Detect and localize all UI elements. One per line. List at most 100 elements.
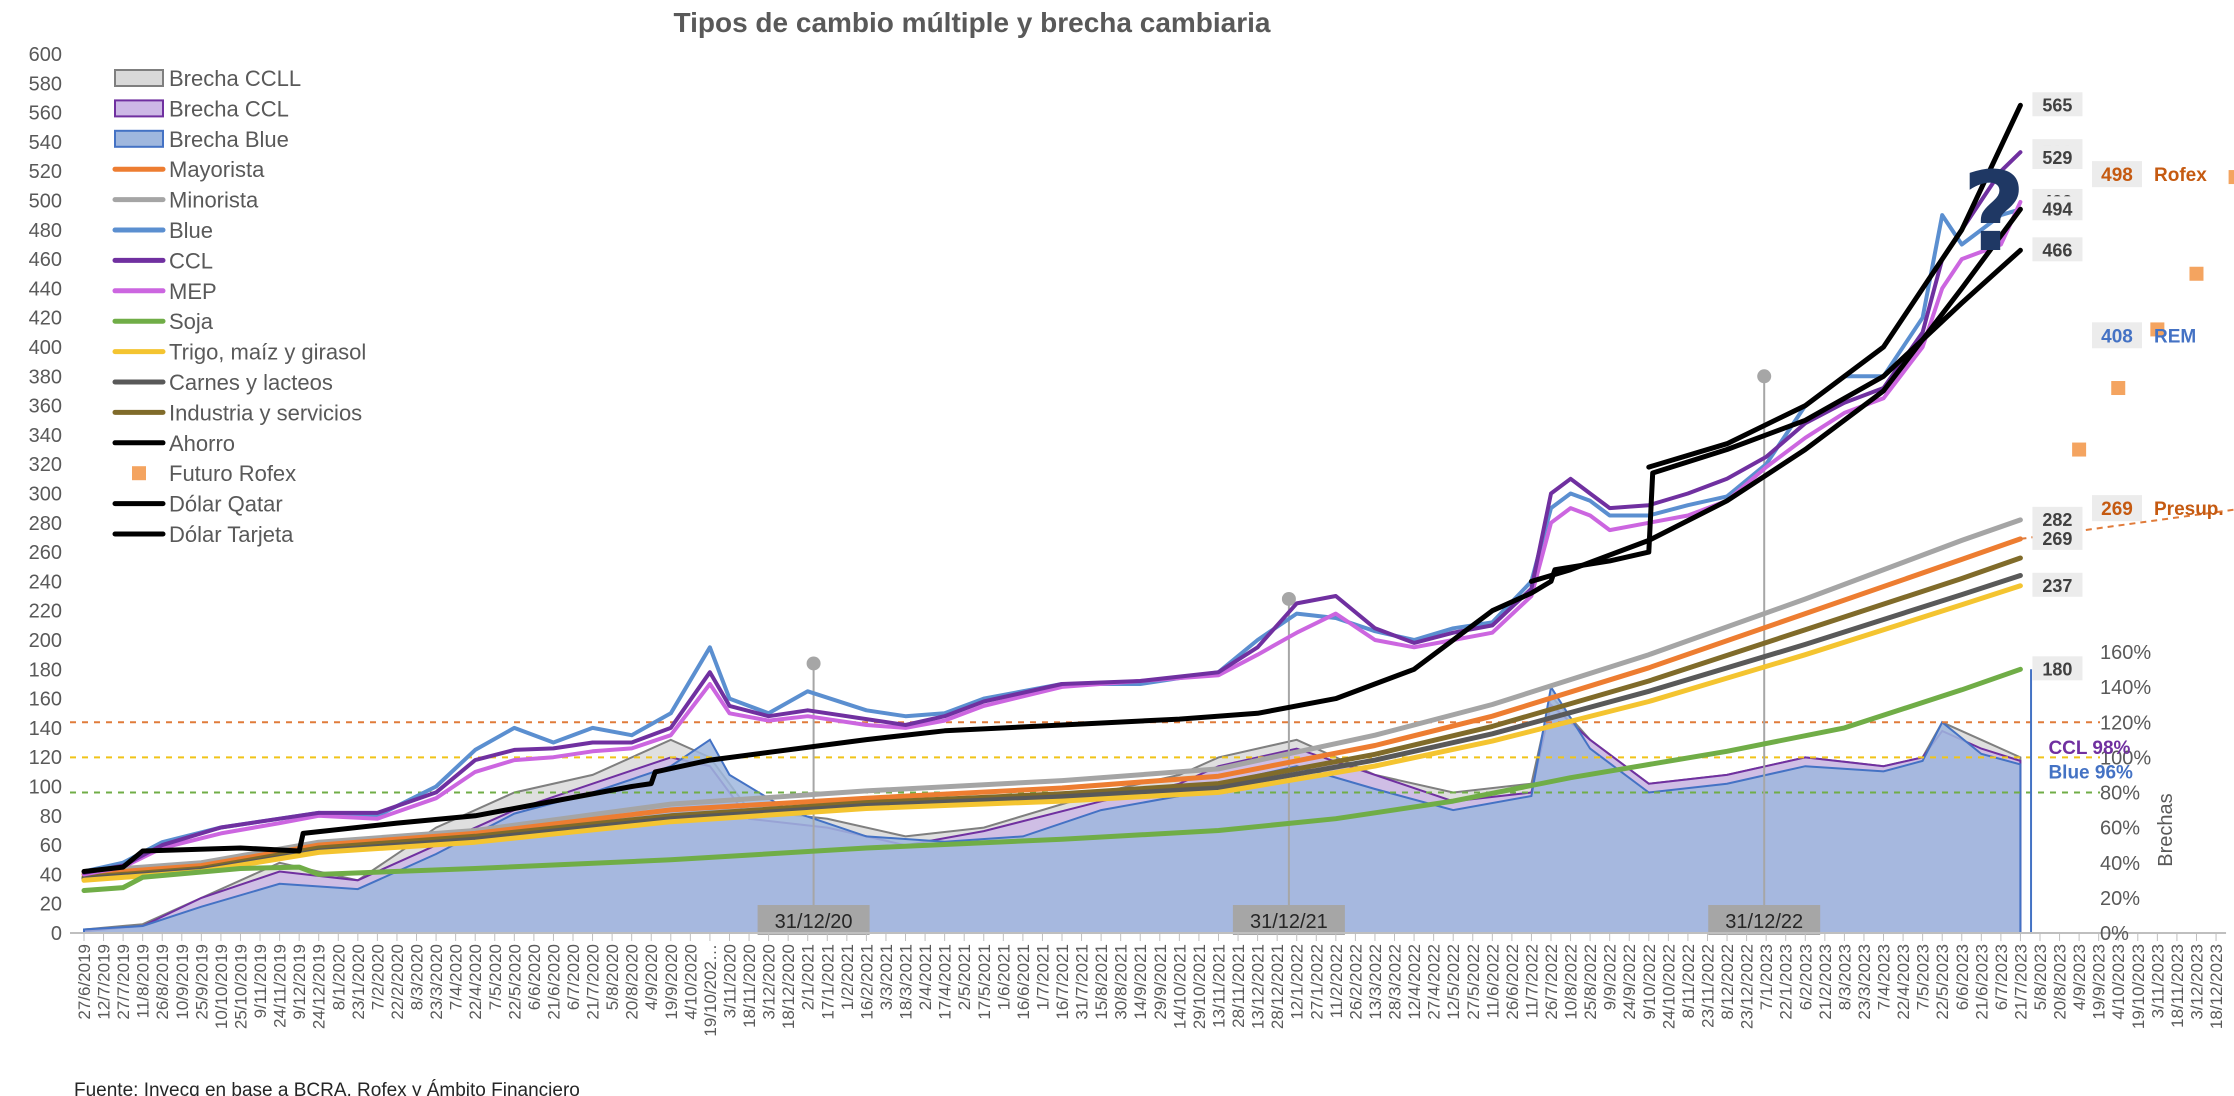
end-label-box — [2032, 237, 2083, 262]
legend-label: Mayorista — [169, 157, 265, 182]
x-tick-label: 23/11/2022 — [1698, 944, 1717, 1028]
legend-label: Brecha Blue — [169, 127, 289, 152]
x-tick-label: 19/9/2020 — [662, 944, 681, 1020]
series-line-mayorista — [81, 536, 2023, 877]
x-tick-label: 1/6/2021 — [994, 944, 1013, 1010]
x-tick-label: 27/6/2019 — [75, 944, 94, 1020]
y-tick-label: 100 — [29, 777, 62, 799]
legend-swatch — [114, 129, 164, 148]
y2-axis-label: Brechas — [2155, 793, 2177, 866]
x-tick-label: 11/6/2022 — [1483, 944, 1502, 1018]
series-line-dolar-tarjeta — [1528, 206, 2023, 584]
legend-item-brecha-ccl: Brecha CCL — [114, 96, 289, 121]
y-tick-label: 480 — [29, 220, 62, 242]
x-tick-label: 16/2/2021 — [857, 944, 876, 1020]
rofex-future-point — [2228, 170, 2234, 185]
y-axis-left: 0 20 40 60 80 100 120 140 160 180 200 220 240 260 280 3… — [29, 44, 62, 945]
y2-tick-label: 20% — [2100, 888, 2140, 910]
legend-label: Trigo, maíz y girasol — [169, 340, 366, 365]
legend-item-trigo-maiz-y-girasol: Trigo, maíz y girasol — [112, 340, 366, 365]
y-tick-label: 240 — [29, 571, 62, 593]
projection-value-box — [2092, 161, 2142, 188]
year-marker-label: 31/12/22 — [1725, 911, 1803, 933]
series-line-soja — [81, 666, 2023, 893]
x-tick-label: 3/11/2020 — [720, 944, 739, 1018]
legend-label: Brecha CCLL — [169, 66, 301, 91]
year-marker-dot — [806, 656, 821, 671]
x-tick-label: 12/7/2019 — [95, 944, 114, 1020]
x-tick-label: 2/5/2021 — [955, 944, 974, 1010]
y2-tick-label: 100% — [2100, 747, 2151, 769]
x-tick-label: 23/3/2023 — [1855, 944, 1874, 1020]
legend-item-mayorista: Mayorista — [112, 157, 265, 182]
x-tick-label: 19/10/202… — [701, 944, 720, 1037]
series-line-industria-y-servicios — [81, 555, 2023, 880]
legend: Brecha CCLL Brecha CCL Brecha Blue Mayorist… — [112, 66, 366, 547]
x-tick-label: 11/7/2022 — [1522, 944, 1541, 1018]
x-tick-label: 8/3/2023 — [1835, 944, 1854, 1010]
legend-swatch — [114, 99, 164, 118]
x-tick-label: 13/12/2021 — [1249, 944, 1268, 1029]
y-tick-label: 580 — [29, 73, 62, 95]
end-label-box — [2032, 656, 2083, 681]
year-marker-box — [1708, 905, 1821, 935]
x-tick-label: 10/8/2022 — [1562, 944, 1581, 1020]
y2-tick-label: 0% — [2100, 923, 2129, 945]
x-tick-label: 14/10/2021 — [1170, 944, 1189, 1029]
x-tick-label: 21/6/2023 — [1972, 944, 1991, 1020]
x-tick-label: 21/7/2020 — [584, 944, 603, 1020]
series-line-minorista — [81, 517, 2023, 874]
legend-label: Minorista — [169, 188, 259, 213]
x-tick-label: 13/11/2021 — [1209, 944, 1228, 1028]
legend-label: Dólar Qatar — [169, 492, 283, 517]
question-mark: ? — [1962, 148, 2026, 276]
x-tick-label: 26/6/2022 — [1503, 944, 1522, 1020]
x-tick-label: 7/4/2020 — [447, 944, 466, 1010]
x-tick-label: 31/7/2021 — [1073, 944, 1092, 1020]
x-tick-label: 8/11/2022 — [1679, 944, 1698, 1018]
chart-title: Tipos de cambio múltiple y brecha cambia… — [673, 7, 1270, 38]
x-tick-label: 4/9/2020 — [642, 944, 661, 1010]
x-tick-label: 5/8/2020 — [603, 944, 622, 1010]
projection-value: 408 — [2101, 326, 2133, 347]
x-tick-label: 26/2/2022 — [1346, 944, 1365, 1020]
series-lines — [81, 102, 2234, 933]
x-tick-label: 24/9/2022 — [1620, 944, 1639, 1020]
legend-label: MEP — [169, 279, 217, 304]
y-tick-label: 120 — [29, 747, 62, 769]
x-tick-label: 2/1/2021 — [799, 944, 818, 1010]
x-tick-label: 7/5/2023 — [1914, 944, 1933, 1010]
legend-item-dolar-tarjeta: Dólar Tarjeta — [112, 522, 294, 547]
year-marker-label: 31/12/20 — [775, 911, 853, 933]
year-marker-dot — [1281, 591, 1296, 606]
x-tick-label: 21/6/2020 — [544, 944, 563, 1020]
year-marker-dot — [1757, 369, 1772, 384]
x-tick-label: 17/5/2021 — [975, 944, 994, 1020]
x-tick-label: 23/12/2022 — [1738, 944, 1757, 1029]
x-tick-label: 20/8/2020 — [623, 944, 642, 1020]
x-tick-label: 28/3/2022 — [1386, 944, 1405, 1020]
x-tick-label: 10/10/2019 — [212, 944, 231, 1029]
end-label-box — [2032, 572, 2083, 597]
x-tick-label: 3/12/2023 — [2187, 944, 2206, 1020]
x-tick-label: 17/4/2021 — [936, 944, 955, 1020]
projection-value-box — [2092, 322, 2142, 349]
x-tick-label: 18/12/2023 — [2207, 944, 2226, 1029]
x-tick-label: 26/7/2022 — [1542, 944, 1561, 1020]
end-label-value: 180 — [2042, 659, 2072, 679]
x-tick-label: 6/7/2023 — [1992, 944, 2011, 1010]
y-tick-label: 520 — [29, 161, 62, 183]
legend-item-minorista: Minorista — [112, 188, 259, 213]
x-tick-label: 12/1/2022 — [1288, 944, 1307, 1020]
x-tick-label: 3/3/2021 — [877, 944, 896, 1010]
legend-label: Brecha CCL — [169, 96, 289, 121]
x-tick-label: 6/2/2023 — [1796, 944, 1815, 1010]
projection-value: 269 — [2101, 499, 2133, 520]
y-tick-label: 440 — [29, 278, 62, 300]
end-label-box — [2032, 145, 2083, 170]
y-tick-label: 540 — [29, 132, 62, 154]
series-line-dolar-qatar — [1646, 102, 2023, 470]
x-tick-label: 18/11/2020 — [740, 944, 759, 1028]
x-tick-label: 8/3/2020 — [408, 944, 427, 1010]
y2-tick-label: 40% — [2100, 853, 2140, 875]
